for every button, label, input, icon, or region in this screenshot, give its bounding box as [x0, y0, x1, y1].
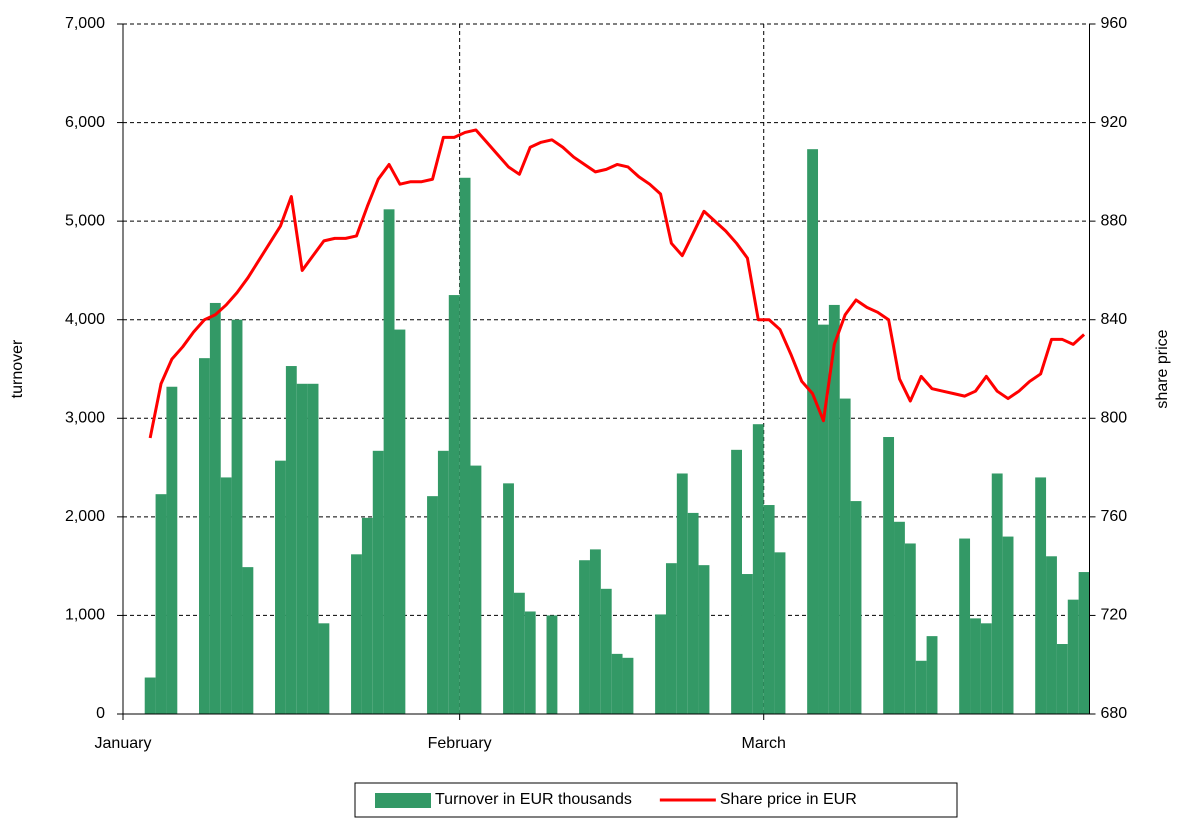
bar [513, 592, 525, 714]
bar [307, 383, 319, 714]
y-tick-label: 0 [96, 705, 105, 722]
y2-tick-label: 800 [1101, 410, 1128, 427]
line [148, 128, 1086, 439]
bar [676, 473, 688, 714]
y2-tick-label: 720 [1101, 607, 1128, 624]
legend-swatch [375, 793, 431, 808]
bar [622, 657, 634, 714]
y-tick-label: 4,000 [65, 311, 105, 328]
bar [1035, 477, 1047, 714]
bar [144, 677, 156, 714]
y2-tick-label: 680 [1101, 705, 1128, 722]
bar [296, 383, 308, 714]
bar [589, 549, 601, 714]
bar [1046, 556, 1057, 714]
bar [1067, 599, 1079, 714]
bar [763, 505, 775, 714]
bar [220, 477, 232, 714]
y2-tick-label: 920 [1101, 114, 1128, 131]
bar [850, 501, 862, 714]
bar [600, 588, 612, 714]
bar [807, 149, 819, 714]
bar [731, 449, 742, 714]
y-axis-title: turnover [9, 339, 26, 398]
bar [372, 450, 384, 714]
y2-tick-label: 760 [1101, 508, 1128, 525]
bar [774, 552, 786, 714]
bar [285, 366, 297, 714]
bar [579, 560, 590, 714]
bar [503, 483, 514, 714]
bar [828, 304, 840, 714]
bar [209, 302, 221, 714]
bar [155, 494, 167, 714]
bar [655, 614, 666, 714]
y-tick-label: 5,000 [65, 212, 105, 229]
bar [894, 521, 905, 714]
bar [970, 618, 981, 714]
bar [752, 424, 764, 714]
bar [883, 437, 895, 714]
bar [394, 329, 406, 714]
legend-box [354, 782, 958, 818]
bar [959, 538, 971, 714]
y2-tick-label: 840 [1101, 311, 1128, 328]
bar [741, 574, 753, 714]
bar [1078, 572, 1090, 714]
y-tick-label: 3,000 [65, 410, 105, 427]
bar [318, 623, 330, 714]
y-tick-label: 2,000 [65, 508, 105, 525]
y2-tick-label: 880 [1101, 212, 1128, 229]
y-tick-label: 1,000 [65, 607, 105, 624]
legend-label: Turnover in EUR thousands [435, 791, 632, 808]
bar [818, 324, 829, 714]
bar [459, 177, 471, 714]
bar [470, 465, 482, 714]
bar [383, 209, 395, 715]
bar [611, 653, 623, 714]
bar [991, 473, 1003, 714]
bar [915, 660, 927, 714]
bar [904, 543, 916, 714]
bar [361, 517, 373, 714]
bar [275, 460, 286, 714]
x-tick-label: March [741, 735, 785, 752]
bar [448, 295, 460, 714]
x-tick-label: January [95, 735, 152, 752]
bar [1002, 536, 1014, 714]
bar [698, 565, 710, 714]
bar [437, 450, 449, 714]
bar [546, 615, 558, 714]
bar [524, 611, 536, 714]
y2-axis-title: share price [1154, 329, 1171, 408]
bar [199, 358, 210, 714]
y-tick-label: 6,000 [65, 114, 105, 131]
bar [926, 636, 938, 714]
bar [427, 496, 438, 714]
bar [351, 554, 362, 714]
y-tick-label: 7,000 [65, 15, 105, 32]
bar [980, 623, 992, 714]
y2-tick-label: 960 [1101, 15, 1128, 32]
bar [231, 319, 243, 714]
legend-label: Share price in EUR [720, 791, 857, 808]
bar [242, 567, 254, 714]
x-tick-label: February [428, 735, 492, 752]
bar [839, 398, 851, 714]
bar [166, 386, 178, 714]
bar [687, 512, 699, 714]
bar [1056, 644, 1068, 714]
bar [665, 563, 677, 714]
